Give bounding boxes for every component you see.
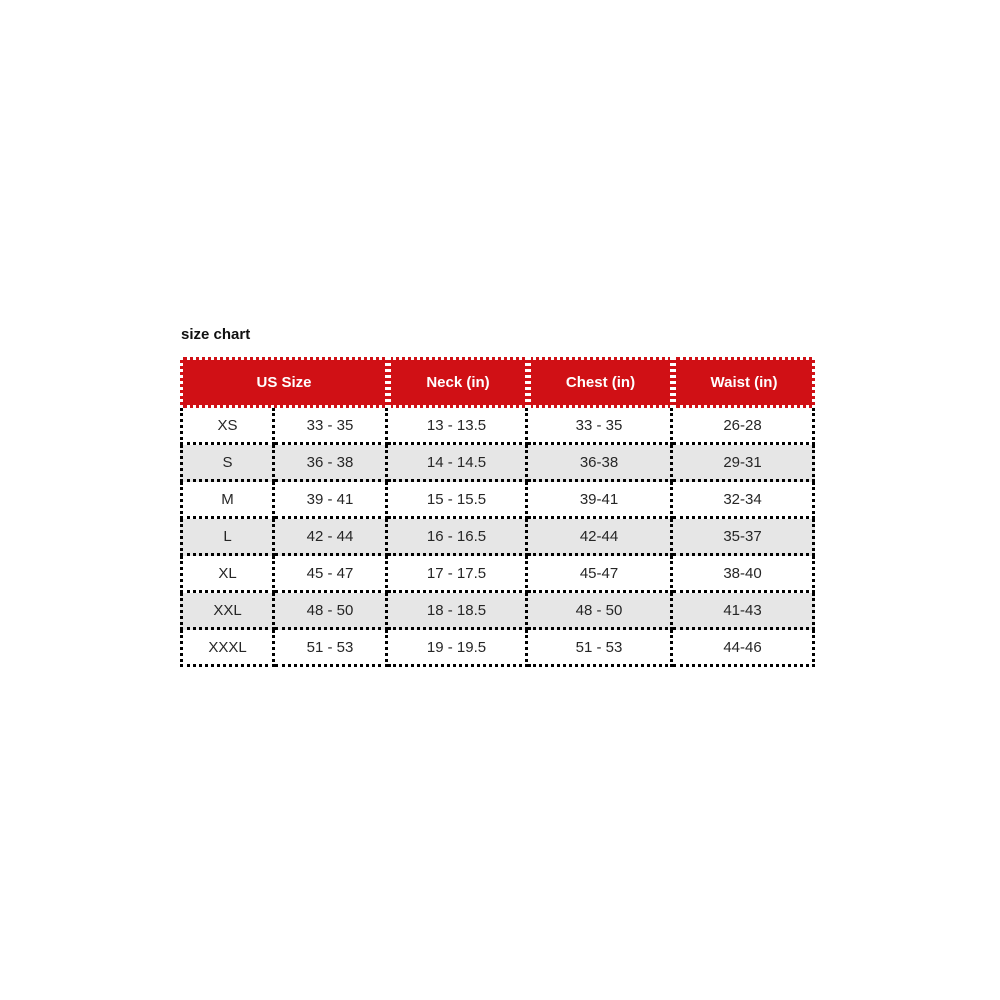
size-cell: XS (180, 408, 275, 445)
chest-cell: 42-44 (528, 519, 673, 556)
table-row: XXL 48 - 50 18 - 18.5 48 - 50 41-43 (180, 593, 815, 630)
chest-cell: 33 - 35 (528, 408, 673, 445)
size-chart-section: size chart US Size Neck (in) Chest (in) … (180, 326, 820, 667)
waist-cell: 29-31 (673, 445, 815, 482)
table-row: XXXL 51 - 53 19 - 19.5 51 - 53 44-46 (180, 630, 815, 667)
column-header-us-size: US Size (180, 357, 388, 408)
size-cell: S (180, 445, 275, 482)
us-size-cell: 48 - 50 (275, 593, 388, 630)
table-row: L 42 - 44 16 - 16.5 42-44 35-37 (180, 519, 815, 556)
size-chart-table: US Size Neck (in) Chest (in) Waist (in) … (180, 357, 815, 667)
us-size-cell: 39 - 41 (275, 482, 388, 519)
neck-cell: 13 - 13.5 (388, 408, 528, 445)
waist-cell: 26-28 (673, 408, 815, 445)
chest-cell: 36-38 (528, 445, 673, 482)
column-header-chest: Chest (in) (528, 357, 673, 408)
column-header-neck: Neck (in) (388, 357, 528, 408)
chest-cell: 45-47 (528, 556, 673, 593)
us-size-cell: 33 - 35 (275, 408, 388, 445)
neck-cell: 19 - 19.5 (388, 630, 528, 667)
column-header-waist: Waist (in) (673, 357, 815, 408)
neck-cell: 17 - 17.5 (388, 556, 528, 593)
waist-cell: 44-46 (673, 630, 815, 667)
waist-cell: 41-43 (673, 593, 815, 630)
chest-cell: 39-41 (528, 482, 673, 519)
us-size-cell: 36 - 38 (275, 445, 388, 482)
size-cell: XL (180, 556, 275, 593)
waist-cell: 38-40 (673, 556, 815, 593)
table-row: XS 33 - 35 13 - 13.5 33 - 35 26-28 (180, 408, 815, 445)
page-title: size chart (181, 326, 251, 343)
table-row: XL 45 - 47 17 - 17.5 45-47 38-40 (180, 556, 815, 593)
us-size-cell: 45 - 47 (275, 556, 388, 593)
chest-cell: 48 - 50 (528, 593, 673, 630)
size-cell: L (180, 519, 275, 556)
waist-cell: 32-34 (673, 482, 815, 519)
us-size-cell: 51 - 53 (275, 630, 388, 667)
table-row: M 39 - 41 15 - 15.5 39-41 32-34 (180, 482, 815, 519)
chest-cell: 51 - 53 (528, 630, 673, 667)
header-row: US Size Neck (in) Chest (in) Waist (in) (180, 357, 815, 408)
neck-cell: 16 - 16.5 (388, 519, 528, 556)
size-cell: M (180, 482, 275, 519)
neck-cell: 15 - 15.5 (388, 482, 528, 519)
size-cell: XXL (180, 593, 275, 630)
neck-cell: 18 - 18.5 (388, 593, 528, 630)
table-row: S 36 - 38 14 - 14.5 36-38 29-31 (180, 445, 815, 482)
us-size-cell: 42 - 44 (275, 519, 388, 556)
neck-cell: 14 - 14.5 (388, 445, 528, 482)
waist-cell: 35-37 (673, 519, 815, 556)
size-cell: XXXL (180, 630, 275, 667)
